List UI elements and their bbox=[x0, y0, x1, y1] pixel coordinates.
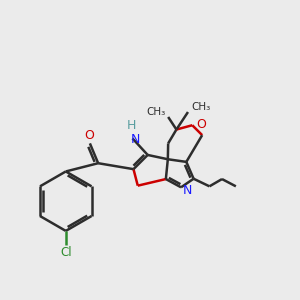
Text: N: N bbox=[182, 184, 192, 197]
Text: Cl: Cl bbox=[60, 246, 72, 259]
Text: CH₃: CH₃ bbox=[146, 107, 165, 117]
Text: N: N bbox=[131, 133, 140, 146]
Text: O: O bbox=[84, 129, 94, 142]
Text: CH₃: CH₃ bbox=[191, 102, 210, 112]
Text: H: H bbox=[127, 119, 136, 132]
Text: O: O bbox=[196, 118, 206, 131]
